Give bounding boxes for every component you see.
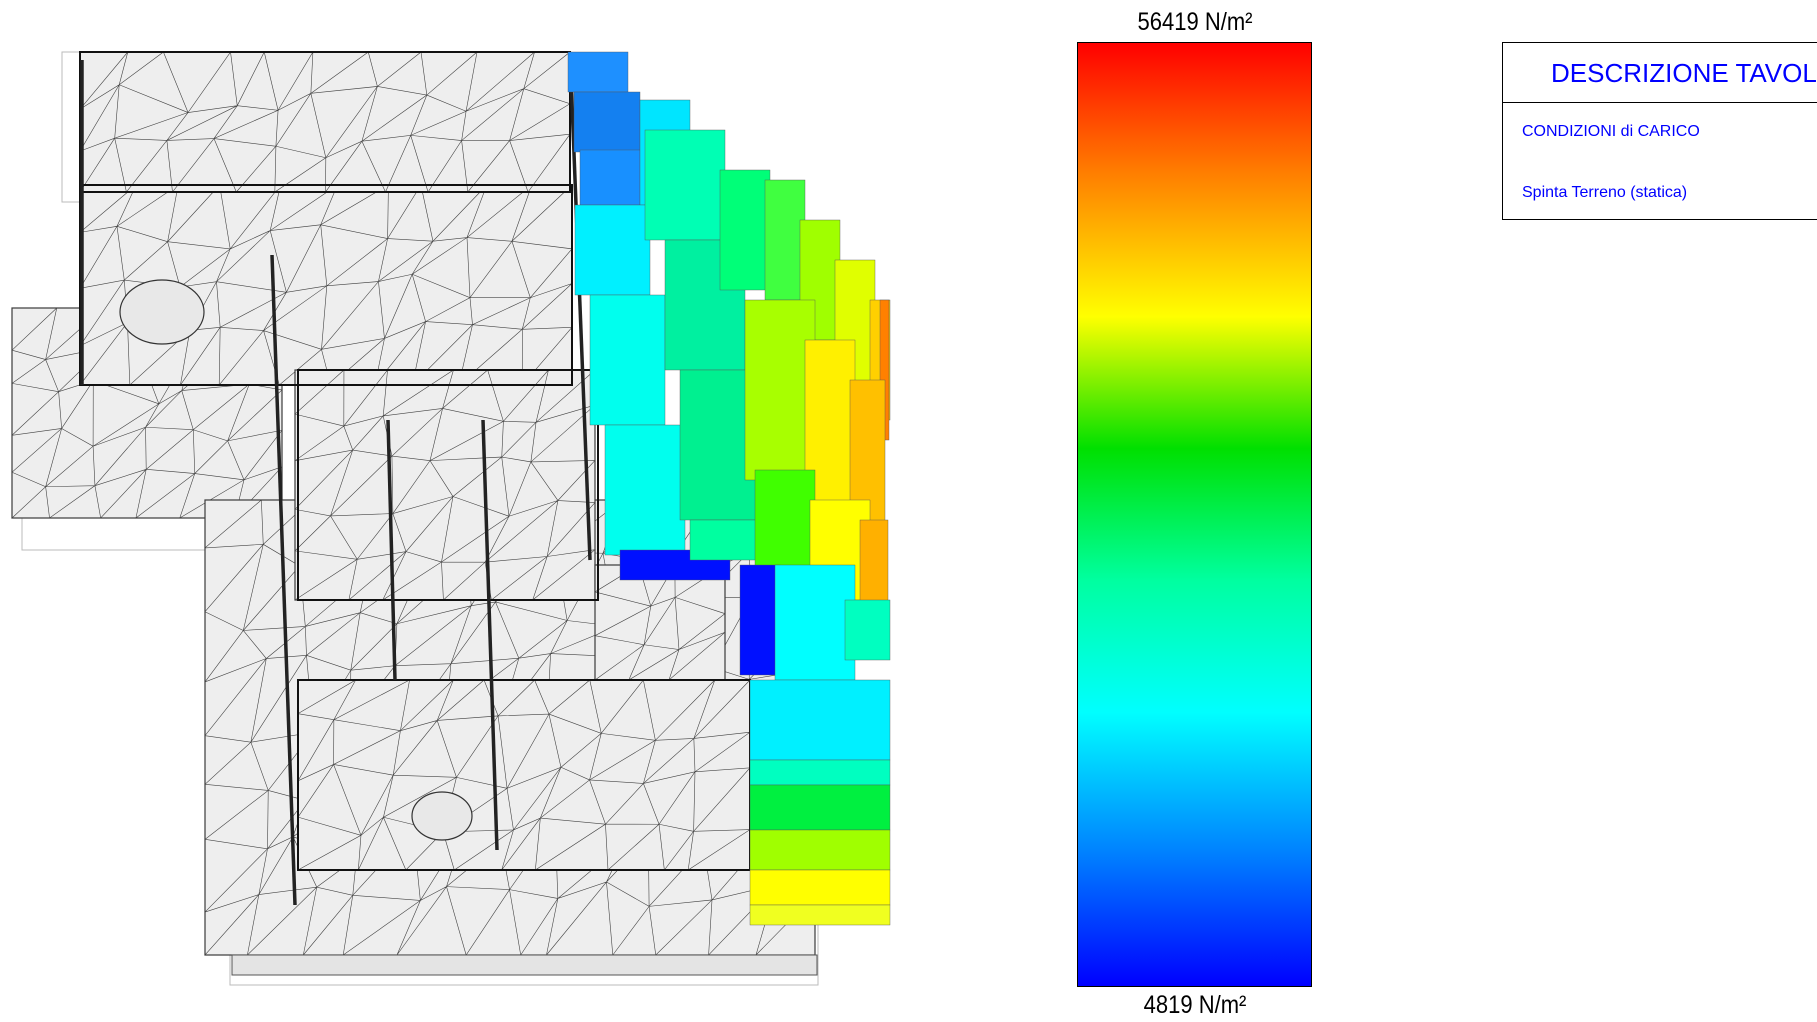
pressure-cell xyxy=(574,204,651,296)
pressure-cell xyxy=(749,904,891,926)
description-panel: DESCRIZIONE TAVOLA CONDIZIONI di CARICO … xyxy=(1502,42,1817,220)
inner-room-slab xyxy=(294,369,596,601)
pressure-cell xyxy=(589,294,666,426)
pressure-cell xyxy=(604,424,686,556)
small-room-slab xyxy=(594,564,726,681)
wall-edge xyxy=(386,419,397,681)
pressure-cell xyxy=(573,91,641,153)
pressure-cell xyxy=(749,784,891,831)
soil-pressure-contour xyxy=(567,51,891,926)
pressure-cell xyxy=(749,679,891,761)
pressure-cell xyxy=(749,869,891,906)
pressure-cell xyxy=(774,564,856,681)
room-outline xyxy=(297,369,599,601)
wall-edge xyxy=(270,254,297,906)
structure-mesh-drawing xyxy=(11,51,891,986)
load-case-name: Spinta Terreno (statica) xyxy=(1522,184,1688,201)
colorbar-max-label: 56419 N/m² xyxy=(1137,8,1253,36)
colorbar-min-label: 4819 N/m² xyxy=(1143,991,1247,1019)
pressure-cell xyxy=(689,519,761,561)
pressure-colorbar xyxy=(1077,42,1312,987)
base-edge xyxy=(231,954,818,976)
mesh-triangles xyxy=(297,679,752,871)
description-title: DESCRIZIONE TAVOLA xyxy=(1503,43,1817,103)
pressure-cell xyxy=(764,179,806,301)
pressure-cell xyxy=(719,169,771,291)
room-outline xyxy=(79,51,571,193)
column-circle xyxy=(411,791,473,841)
mesh-triangles xyxy=(594,564,727,681)
pressure-cell xyxy=(744,299,816,481)
pressure-cell xyxy=(644,129,726,241)
wall-edge xyxy=(568,51,592,561)
pressure-cell xyxy=(844,599,891,661)
model-viewport[interactable] xyxy=(0,0,900,1022)
pressure-cell xyxy=(739,564,781,676)
pressure-cell xyxy=(749,759,891,786)
wall-edge xyxy=(481,419,499,851)
load-condition-label: CONDIZIONI di CARICO xyxy=(1522,123,1700,140)
pressure-cell xyxy=(567,51,629,93)
column-circle xyxy=(119,279,205,345)
pressure-cell xyxy=(579,149,641,206)
pressure-cell xyxy=(749,829,891,871)
room-outline xyxy=(79,184,573,386)
top-slab xyxy=(79,51,571,193)
